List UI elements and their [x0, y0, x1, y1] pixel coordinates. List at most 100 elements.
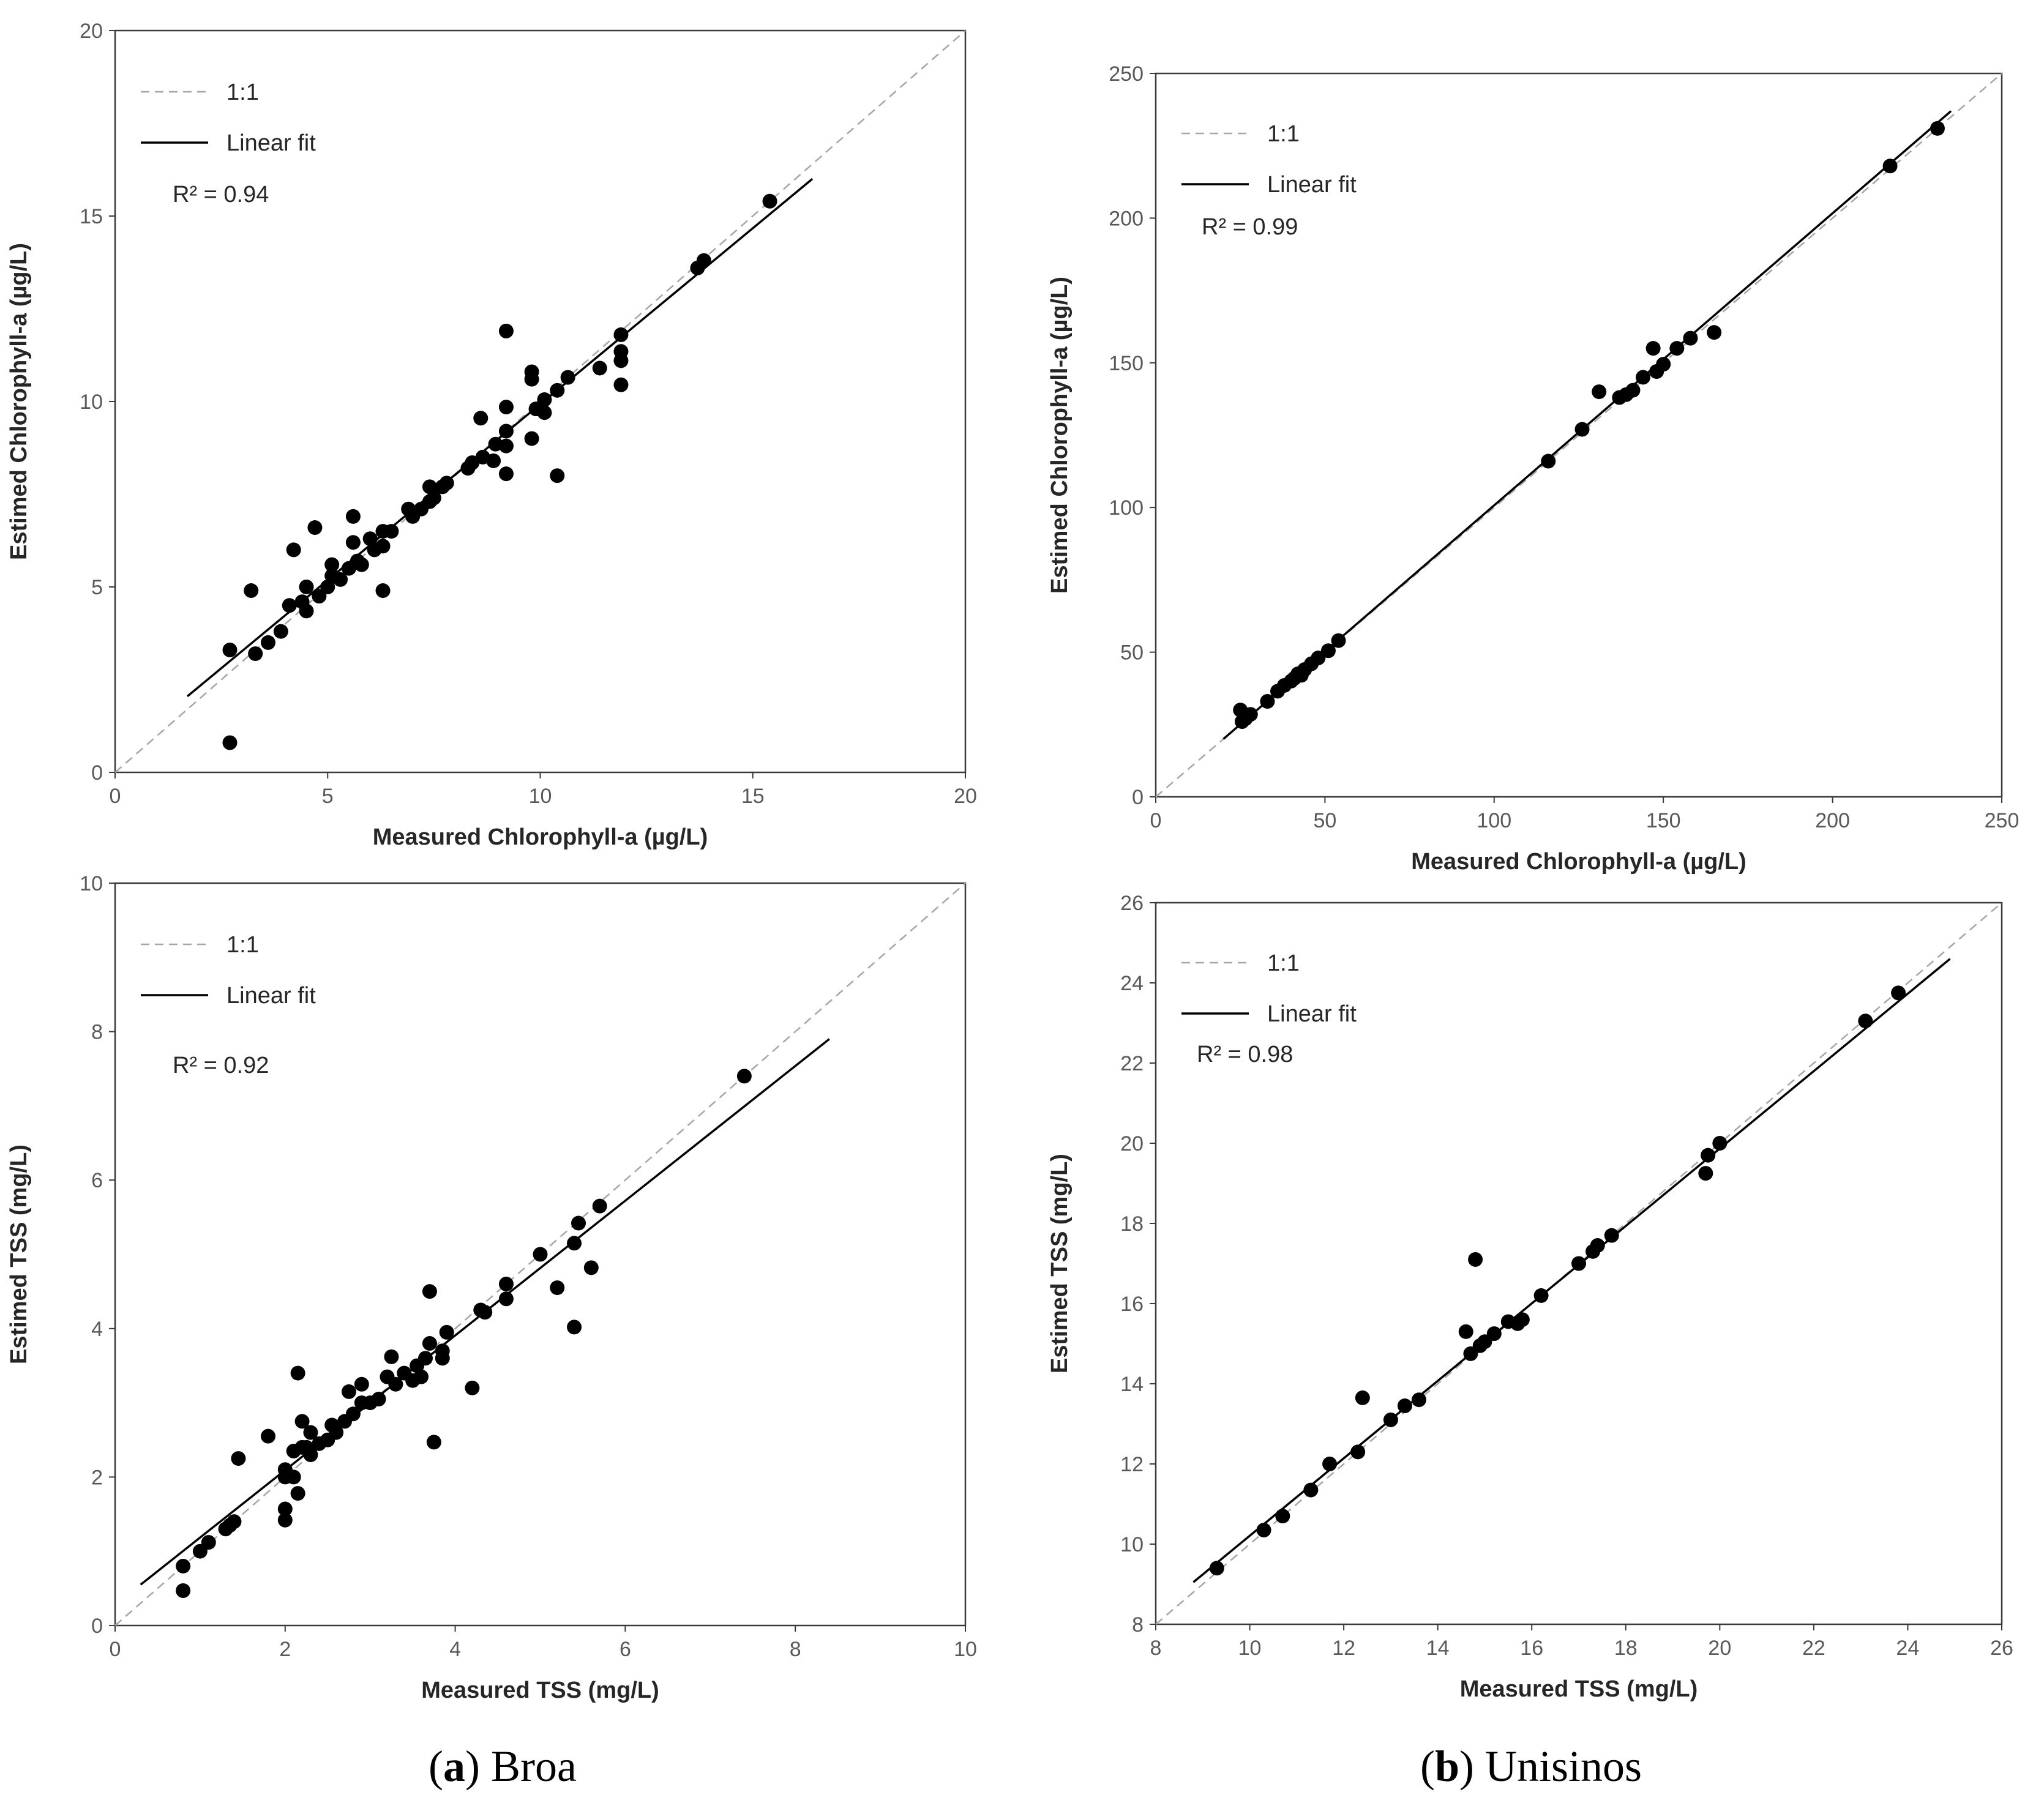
data-point: [1669, 341, 1685, 356]
data-point: [550, 468, 565, 483]
data-point: [201, 1535, 216, 1550]
data-point: [388, 1376, 403, 1392]
data-point: [1256, 1523, 1271, 1538]
caption-unisinos-name: Unisinos: [1485, 1742, 1642, 1791]
plot-frame: [1155, 72, 2003, 798]
data-point: [384, 1349, 399, 1364]
data-point: [384, 524, 399, 539]
x-tick-label: 10: [1238, 1637, 1262, 1660]
y-tick-label: 12: [1120, 1453, 1144, 1476]
data-point: [422, 479, 437, 495]
data-point: [1571, 1256, 1586, 1271]
x-tick-label: 8: [1150, 1637, 1162, 1660]
y-axis-title: Estimed Chlorophyll-a (µg/L): [6, 243, 32, 560]
y-tick-label: 5: [91, 576, 103, 599]
chart-broa-chla: 0 5 10 15 20 0 5 10 15 20 Measured Chlorophyll-a (…: [6, 20, 977, 850]
data-point: [1322, 1457, 1338, 1471]
x-tick-label: 18: [1614, 1637, 1638, 1660]
x-tick-label: 22: [1802, 1637, 1825, 1660]
data-point: [329, 1425, 344, 1440]
x-tick-label: 0: [110, 785, 121, 808]
data-point: [524, 431, 539, 446]
y-axis-title: Estimed Chlorophyll-a (µg/L): [1047, 277, 1073, 594]
data-point: [567, 1236, 582, 1251]
data-point: [439, 476, 454, 491]
data-point: [273, 624, 288, 639]
data-point: [294, 1414, 310, 1429]
caption-broa: (a) Broa: [429, 1742, 577, 1791]
data-point: [560, 370, 575, 385]
data-point: [696, 253, 711, 268]
data-point: [1683, 330, 1698, 346]
data-point: [261, 1428, 276, 1444]
y-tick-label: 0: [91, 761, 103, 785]
x-tick-label: 0: [1150, 809, 1162, 832]
x-tick-label: 200: [1815, 809, 1850, 832]
data-point: [498, 466, 514, 482]
y-tick-label: 150: [1109, 352, 1144, 375]
y-tick-label: 10: [80, 390, 103, 414]
data-point: [341, 1384, 356, 1399]
y-tick-label: 15: [80, 205, 103, 228]
data-point: [1707, 325, 1722, 340]
y-tick-label: 16: [1120, 1293, 1144, 1316]
y-tick-label: 4: [91, 1318, 103, 1341]
y-tick-label: 14: [1120, 1373, 1144, 1396]
data-point: [736, 1069, 752, 1084]
data-point: [1656, 357, 1671, 372]
data-point: [176, 1558, 191, 1573]
data-point: [1355, 1390, 1370, 1405]
y-tick-label: 10: [1120, 1533, 1144, 1556]
data-point: [1260, 693, 1275, 709]
y-tick-label: 0: [1132, 786, 1144, 809]
x-tick-label: 100: [1477, 809, 1511, 832]
legend-linear-fit-label: Linear fit: [1267, 172, 1357, 198]
x-tick-label: 14: [1426, 1637, 1450, 1660]
data-point: [345, 535, 361, 550]
data-point: [248, 646, 263, 662]
data-point: [277, 1512, 293, 1528]
x-axis-title: Measured TSS (mg/L): [1460, 1676, 1698, 1702]
data-point: [498, 424, 514, 439]
y-tick-label: 2: [91, 1466, 103, 1489]
data-point: [533, 1247, 548, 1262]
data-point: [371, 1392, 386, 1407]
x-tick-label: 8: [790, 1638, 801, 1661]
data-point: [1858, 1013, 1873, 1029]
x-tick-label: 12: [1332, 1637, 1355, 1660]
legend-linear-fit-label: Linear fit: [226, 983, 316, 1009]
data-point: [1458, 1324, 1473, 1339]
data-point: [1397, 1398, 1412, 1414]
data-point: [1303, 1482, 1319, 1498]
y-tick-label: 200: [1109, 207, 1144, 230]
data-point: [1645, 341, 1661, 356]
legend-one-to-one-label: 1:1: [226, 932, 259, 958]
data-point: [286, 542, 301, 558]
data-point: [422, 1284, 437, 1299]
x-tick-label: 4: [449, 1638, 461, 1661]
y-tick-label: 20: [80, 20, 103, 43]
y-tick-label: 6: [91, 1169, 103, 1192]
data-point: [1712, 1136, 1728, 1151]
data-point: [524, 371, 539, 387]
y-tick-label: 10: [80, 872, 103, 895]
data-point: [1275, 1509, 1290, 1524]
x-tick-label: 20: [954, 785, 977, 808]
data-point: [303, 1447, 318, 1463]
y-tick-label: 22: [1120, 1052, 1144, 1075]
data-point: [439, 1324, 454, 1340]
data-point: [426, 490, 441, 506]
data-point: [567, 1320, 582, 1335]
data-point: [477, 1305, 493, 1320]
data-point: [362, 531, 378, 547]
data-point: [1468, 1252, 1483, 1267]
data-point: [435, 1351, 450, 1366]
data-point: [1636, 370, 1651, 385]
data-point: [354, 1376, 369, 1392]
data-point: [498, 323, 514, 338]
data-point: [354, 557, 369, 572]
data-point: [550, 383, 565, 398]
data-point: [1514, 1312, 1530, 1327]
x-tick-label: 10: [954, 1638, 977, 1661]
